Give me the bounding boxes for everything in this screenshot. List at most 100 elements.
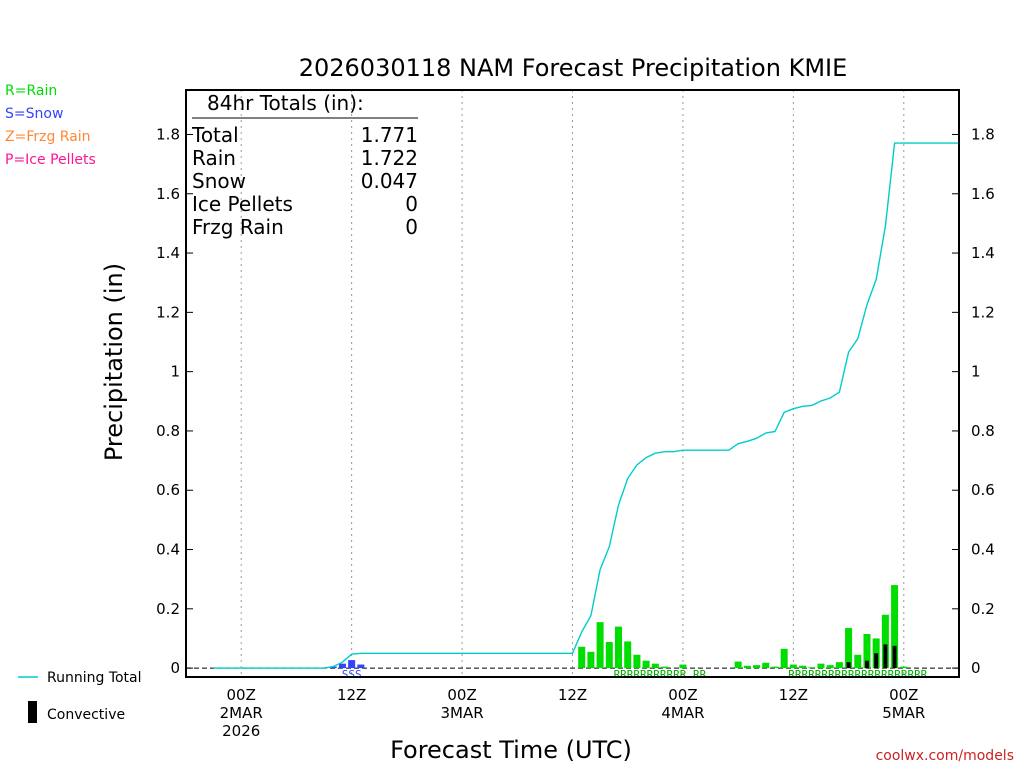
x-tick-label: 00Z [668, 686, 697, 704]
y-tick-label-left: 0.8 [156, 422, 180, 440]
legend-rain: R=Rain [5, 83, 57, 99]
rain-bar [900, 666, 908, 669]
ice-pellets-value: 0 [405, 192, 418, 216]
bottom-legend: Running Total Convective [18, 670, 142, 723]
y-tick-label-left: 0 [170, 659, 180, 677]
watermark: coolwx.com/models [876, 748, 1014, 764]
rain-bar [891, 585, 899, 669]
plot-frame [185, 89, 960, 678]
totals-box: 84hr Totals (in): Total 1.771 Rain 1.722… [191, 91, 418, 239]
frzg-rain-value: 0 [405, 215, 418, 239]
snow-bar [348, 660, 356, 669]
ptype-label-0: SSS [342, 668, 362, 681]
rain-bar [863, 634, 871, 669]
rain-bar [771, 666, 779, 669]
x-tick-label: 12Z [558, 686, 587, 704]
rain-bar [743, 665, 751, 669]
rain-bar [799, 665, 807, 669]
frzg-rain-label: Frzg Rain [192, 215, 284, 239]
chart-title: 2026030118 NAM Forecast Precipitation KM… [299, 54, 848, 82]
x-tick-label: 3MAR [440, 704, 483, 722]
y-tick-label-left: 1.8 [156, 125, 180, 143]
rain-bar [789, 664, 797, 669]
snow-value: 0.047 [361, 169, 418, 193]
convective-bar [874, 653, 879, 669]
rain-bar [578, 646, 586, 669]
convective-bar [864, 660, 869, 669]
grid-lines [186, 90, 959, 677]
y-tick-label-left: 1 [170, 363, 180, 381]
y-tick-label-left: 0.2 [156, 600, 180, 618]
rain-bar [596, 622, 604, 669]
y-axis-ticks: 0 00.2 0.20.4 0.40.6 0.60.8 0.81 11.2 1.21.4 1.4… [156, 125, 995, 677]
rain-bar [845, 628, 853, 669]
legend-ice-pellets: P=Ice Pellets [5, 152, 96, 168]
y-tick-label-left: 1.4 [156, 244, 180, 262]
rain-bar [661, 666, 669, 669]
rain-bar [633, 654, 641, 669]
x-tick-label: 12Z [779, 686, 808, 704]
convective-label: Convective [47, 707, 125, 723]
rain-label: Rain [192, 146, 236, 170]
rain-bar [651, 663, 659, 669]
rain-bar [734, 661, 742, 669]
x-tick-label: 2026 [222, 722, 260, 740]
rain-bar [780, 648, 788, 669]
rain-bar [679, 664, 687, 669]
running-total-label: Running Total [47, 670, 142, 686]
snow-bar [357, 664, 365, 669]
y-tick-label-right: 0.8 [971, 422, 995, 440]
y-axis-title: Precipitation (in) [100, 263, 128, 461]
rain-bar [605, 642, 613, 669]
y-tick-label-left: 0.4 [156, 541, 180, 559]
rain-bar [615, 626, 623, 669]
total-value: 1.771 [361, 123, 418, 147]
snow-label: Snow [192, 169, 246, 193]
rain-bar [753, 665, 761, 669]
x-tick-label: 00Z [227, 686, 256, 704]
rain-bar [587, 651, 595, 669]
rain-bar [835, 662, 843, 669]
ptype-label-1: RRRRRRRRRRR RR [614, 668, 707, 681]
x-tick-label: 4MAR [661, 704, 704, 722]
y-tick-label-right: 1.2 [971, 303, 995, 321]
snow-bar [338, 663, 346, 669]
rain-bar [624, 641, 632, 669]
ice-pellets-label: Ice Pellets [192, 192, 293, 216]
convective-swatch [28, 701, 37, 723]
y-tick-label-right: 1.6 [971, 185, 995, 203]
rain-bar [808, 667, 816, 669]
x-tick-label: 5MAR [882, 704, 925, 722]
totals-heading: 84hr Totals (in): [207, 91, 364, 115]
y-tick-label-left: 1.2 [156, 303, 180, 321]
total-label: Total [191, 123, 239, 147]
rain-value: 1.722 [361, 146, 418, 170]
legend-snow: S=Snow [5, 106, 63, 122]
x-tick-label: 2MAR [220, 704, 263, 722]
rain-bar [881, 614, 889, 669]
convective-bar [846, 662, 851, 669]
y-tick-label-right: 1.8 [971, 125, 995, 143]
ptype-label-2: RRRRRRRRRRRRRRRRRRRRR [788, 668, 927, 681]
y-tick-label-right: 0 [971, 659, 981, 677]
y-tick-label-right: 0.4 [971, 541, 995, 559]
y-tick-label-left: 1.6 [156, 185, 180, 203]
running-total-line [213, 142, 959, 669]
x-tick-label: 00Z [447, 686, 476, 704]
x-tick-label: 00Z [889, 686, 918, 704]
x-axis-title: Forecast Time (UTC) [390, 736, 632, 764]
convective-bar [883, 644, 888, 669]
rain-bar [854, 654, 862, 669]
rain-bar [817, 663, 825, 669]
y-tick-label-right: 1 [971, 363, 981, 381]
legend-frzg-rain: Z=Frzg Rain [5, 129, 91, 145]
x-tick-label: 12Z [337, 686, 366, 704]
y-tick-label-right: 0.6 [971, 481, 995, 499]
type-legend: R=Rain S=Snow Z=Frzg Rain P=Ice Pellets [5, 83, 96, 168]
convective-bar [892, 645, 897, 669]
rain-bar [826, 665, 834, 669]
snow-bar [329, 666, 337, 669]
y-tick-label-left: 0.6 [156, 481, 180, 499]
